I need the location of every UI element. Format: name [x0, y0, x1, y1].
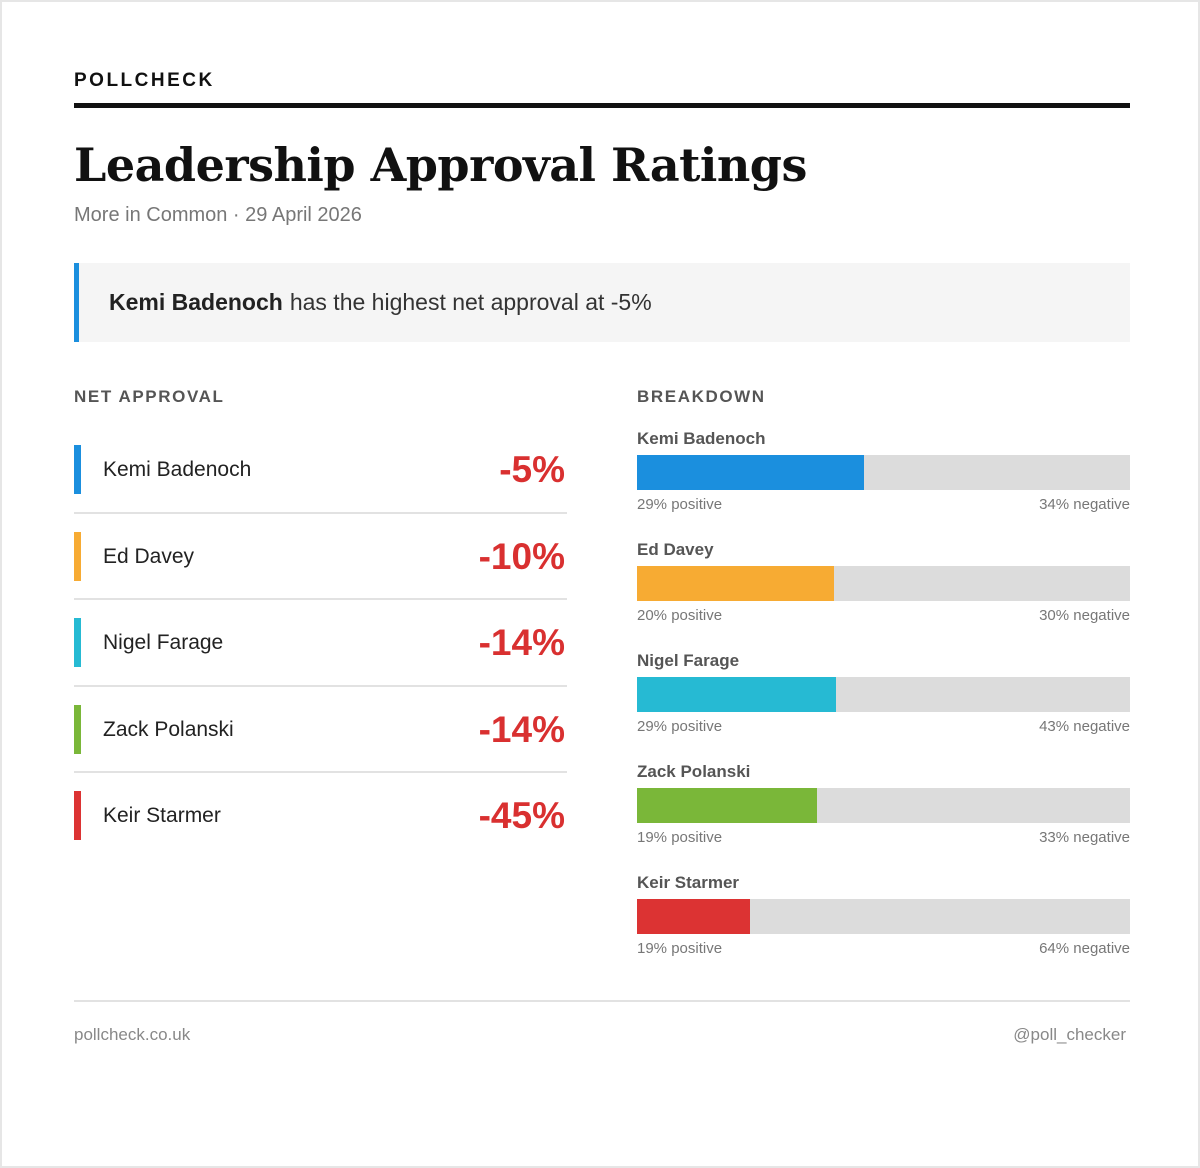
leader-name: Kemi Badenoch	[103, 458, 252, 481]
footer-rule	[74, 1000, 1130, 1002]
breakdown-chart: Kemi Badenoch 29% positive 34% negative Ed …	[637, 426, 1130, 981]
page-title: Leadership Approval Ratings	[74, 138, 807, 192]
net-approval-heading: NET APPROVAL	[74, 387, 225, 406]
net-row: Keir Starmer -45%	[74, 773, 567, 860]
highlight-callout: Kemi Badenoch has the highest net approv…	[74, 263, 1130, 342]
leader-name: Zack Polanski	[103, 717, 234, 741]
leader-color-swatch	[74, 791, 81, 840]
net-row: Ed Davey -10%	[74, 514, 567, 600]
net-row: Kemi Badenoch -5%	[74, 427, 567, 514]
breakdown-item: Keir Starmer 19% positive 64% negative	[637, 870, 1130, 981]
footer-website: pollcheck.co.uk	[74, 1025, 191, 1044]
positive-label: 29% positive	[637, 496, 723, 513]
breakdown-bar-track	[637, 677, 1130, 712]
positive-bar	[637, 677, 836, 712]
positive-label: 29% positive	[637, 718, 723, 735]
net-approval-value: -14%	[478, 622, 565, 663]
positive-bar	[637, 566, 834, 601]
leader-color-swatch	[74, 445, 81, 494]
callout-highlight: Kemi Badenoch	[109, 289, 283, 315]
positive-label: 19% positive	[637, 940, 723, 957]
breakdown-bar-track	[637, 455, 1130, 490]
breakdown-item: Kemi Badenoch 29% positive 34% negative	[637, 426, 1130, 537]
positive-label: 19% positive	[637, 829, 723, 846]
leader-name: Keir Starmer	[103, 804, 221, 827]
breakdown-bar-track	[637, 566, 1130, 601]
breakdown-bar-track	[637, 899, 1130, 934]
leader-color-swatch	[74, 531, 81, 581]
breakdown-bar-track	[637, 788, 1130, 823]
negative-label: 33% negative	[1039, 829, 1130, 846]
callout-text: has the highest net approval at -5%	[289, 289, 652, 315]
negative-label: 43% negative	[1039, 718, 1130, 735]
breakdown-leader-name: Ed Davey	[637, 540, 714, 559]
leader-color-swatch	[74, 704, 81, 754]
breakdown-item: Zack Polanski 19% positive 33% negative	[637, 759, 1130, 870]
breakdown-heading: BREAKDOWN	[637, 387, 766, 406]
net-approval-list: Kemi Badenoch -5% Ed Davey -10% Nigel Farage…	[74, 427, 567, 860]
breakdown-leader-name: Kemi Badenoch	[637, 429, 766, 448]
page-subtitle: More in Common · 29 April 2026	[74, 204, 362, 226]
positive-bar	[637, 899, 750, 934]
net-row: Zack Polanski -14%	[74, 687, 567, 773]
positive-bar	[637, 455, 864, 490]
net-row: Nigel Farage -14%	[74, 600, 567, 687]
header-rule	[74, 103, 1130, 108]
footer-handle: @poll_checker	[1013, 1025, 1126, 1044]
brand-label: POLLCHECK	[74, 70, 215, 91]
net-approval-value: -10%	[478, 535, 565, 577]
breakdown-item: Nigel Farage 29% positive 43% negative	[637, 648, 1130, 759]
net-approval-value: -45%	[478, 795, 565, 836]
positive-label: 20% positive	[637, 607, 723, 624]
leader-color-swatch	[74, 618, 81, 667]
negative-label: 64% negative	[1039, 940, 1130, 957]
leader-name: Nigel Farage	[103, 631, 224, 654]
net-approval-value: -5%	[499, 449, 565, 490]
breakdown-item: Ed Davey 20% positive 30% negative	[637, 537, 1130, 648]
positive-bar	[637, 788, 817, 823]
breakdown-leader-name: Nigel Farage	[637, 651, 740, 670]
net-approval-value: -14%	[478, 708, 565, 750]
breakdown-leader-name: Zack Polanski	[637, 762, 751, 781]
leader-name: Ed Davey	[103, 544, 195, 568]
negative-label: 34% negative	[1039, 496, 1130, 513]
negative-label: 30% negative	[1039, 607, 1130, 624]
breakdown-leader-name: Keir Starmer	[637, 873, 740, 892]
